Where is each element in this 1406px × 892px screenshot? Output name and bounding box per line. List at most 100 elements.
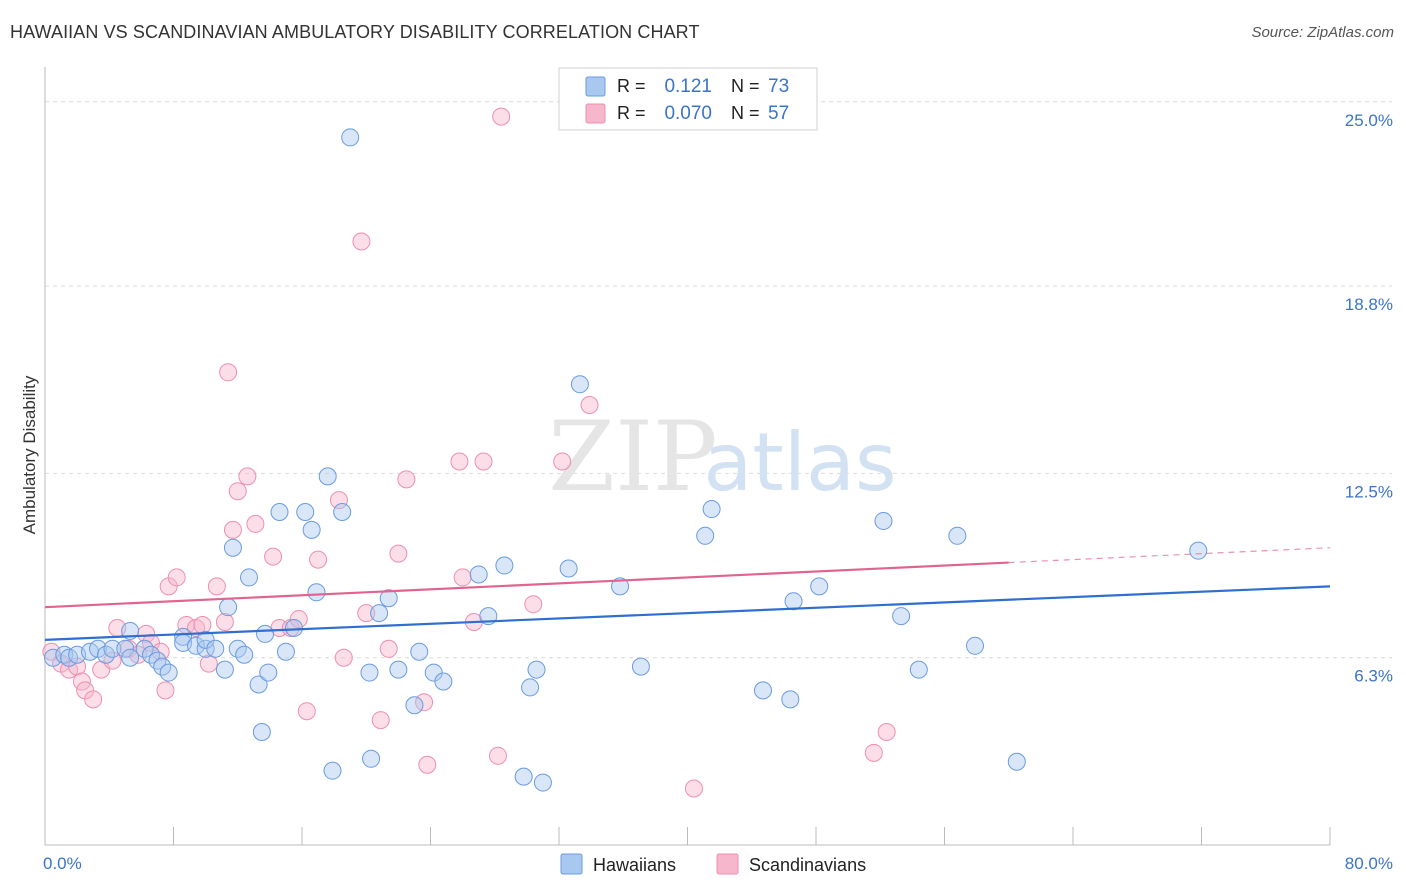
scandinavians-point <box>418 755 437 774</box>
hawaiians-point <box>256 624 275 643</box>
hawaiians-point <box>434 672 453 691</box>
hawaiians-point <box>55 645 74 664</box>
hawaiians-point <box>259 663 278 682</box>
scandinavians-point <box>329 491 348 510</box>
hawaiians-point <box>44 648 63 667</box>
series-legend-label: Scandinavians <box>749 855 866 875</box>
hawaiians-point <box>235 645 254 664</box>
scandinavians-points <box>42 107 896 798</box>
y-tick-label: 12.5% <box>1345 482 1393 501</box>
hawaiians-point <box>206 639 225 658</box>
hawaiians-point <box>874 511 893 530</box>
hawaiians-point <box>362 749 381 768</box>
hawaiians-point <box>296 503 315 522</box>
scandinavians-point <box>553 452 572 471</box>
hawaiians-point <box>307 583 326 602</box>
hawaiians-point <box>148 651 167 670</box>
hawaiians-point <box>521 678 540 697</box>
hawaiians-point <box>559 559 578 578</box>
legend-r-label: R = <box>617 76 646 96</box>
hawaiians-point <box>696 526 715 545</box>
scandinavians-point <box>580 396 599 414</box>
scandinavians-point <box>389 544 408 563</box>
axes <box>44 67 1331 846</box>
hawaiians-point <box>533 773 552 792</box>
scandinavians-point <box>371 711 390 730</box>
scandinavians-point <box>524 595 543 614</box>
scandinavians-point <box>219 363 238 382</box>
chart-title: HAWAIIAN VS SCANDINAVIAN AMBULATORY DISA… <box>10 22 700 42</box>
scandinavians-point <box>84 690 103 709</box>
hawaiians-point <box>302 520 321 539</box>
scandinavians-point <box>379 639 398 658</box>
y-tick-label: 25.0% <box>1345 111 1393 130</box>
hawaiians-point <box>323 761 342 780</box>
watermark: ZIP atlas <box>548 401 896 513</box>
hawaiians-point <box>909 660 928 679</box>
hawaiians-point <box>219 598 238 617</box>
hawaiians-point <box>702 500 721 519</box>
scandinavians-point <box>492 107 511 126</box>
hawaiians-point <box>341 128 360 147</box>
hawaiians-point <box>966 636 985 655</box>
x-tick-label: 0.0% <box>43 854 82 873</box>
hawaiians-point <box>781 690 800 709</box>
scandinavians-point <box>474 452 493 471</box>
watermark-zip: ZIP <box>548 401 717 513</box>
hawaiians-point <box>318 467 337 486</box>
hawaiians-trend-line <box>44 585 1331 641</box>
scandinavians-trend-extension <box>1008 547 1331 564</box>
legend-n-label: N = <box>731 76 760 96</box>
hawaiians-point <box>116 639 135 658</box>
hawaiians-points <box>44 128 1208 792</box>
hawaiians-point <box>103 639 122 658</box>
legend-n-value: 73 <box>768 76 789 97</box>
legend-swatch <box>585 103 606 124</box>
scandinavians-point <box>167 568 186 587</box>
hawaiians-point <box>370 604 389 623</box>
scandinavians-point <box>215 613 234 632</box>
hawaiians-point <box>333 503 352 522</box>
scandinavians-point <box>453 568 472 587</box>
scandinavians-point <box>289 610 308 629</box>
stats-legend: R = 0.121 N = 73 R = 0.070 N = 57 <box>558 67 818 131</box>
hawaiians-point <box>810 577 829 596</box>
hawaiians-point <box>410 642 429 661</box>
scandinavians-point <box>877 723 896 742</box>
scandinavians-point <box>684 779 703 798</box>
hawaiians-point <box>121 648 140 667</box>
hawaiians-point <box>252 723 271 742</box>
hawaiians-point <box>1007 752 1026 771</box>
hawaiians-point <box>186 636 205 655</box>
legend-n-value: 57 <box>768 103 789 124</box>
scandinavians-point <box>228 482 247 501</box>
hawaiians-point <box>495 556 514 575</box>
scandinavians-point <box>193 616 212 634</box>
scandinavians-point <box>246 514 265 533</box>
hawaiians-point <box>284 618 303 637</box>
hawaiians-point <box>948 526 967 545</box>
scandinavians-point <box>297 702 316 721</box>
hawaiians-point <box>753 681 772 700</box>
hawaiians-point <box>223 538 242 557</box>
grid <box>45 101 1392 659</box>
scandinavians-point <box>450 452 469 471</box>
series-legend: Hawaiians Scandinavians <box>560 853 866 875</box>
series-legend-label: Hawaiians <box>593 855 676 875</box>
scandinavians-point <box>199 654 218 673</box>
scandinavians-trend-line <box>44 561 1009 609</box>
legend-r-label: R = <box>617 103 646 123</box>
scandinavians-point <box>357 604 376 623</box>
hawaiians-point <box>527 660 546 679</box>
scandinavians-point <box>309 550 328 569</box>
hawaiians-point <box>570 375 589 394</box>
series-legend-swatch <box>716 853 739 875</box>
scandinavians-point <box>352 232 371 251</box>
hawaiians-point <box>405 696 424 715</box>
hawaiians-point <box>360 663 379 682</box>
hawaiians-point <box>215 660 234 679</box>
hawaiians-point <box>174 627 193 646</box>
hawaiians-point <box>784 592 803 611</box>
x-tick-label: 80.0% <box>1345 854 1393 873</box>
